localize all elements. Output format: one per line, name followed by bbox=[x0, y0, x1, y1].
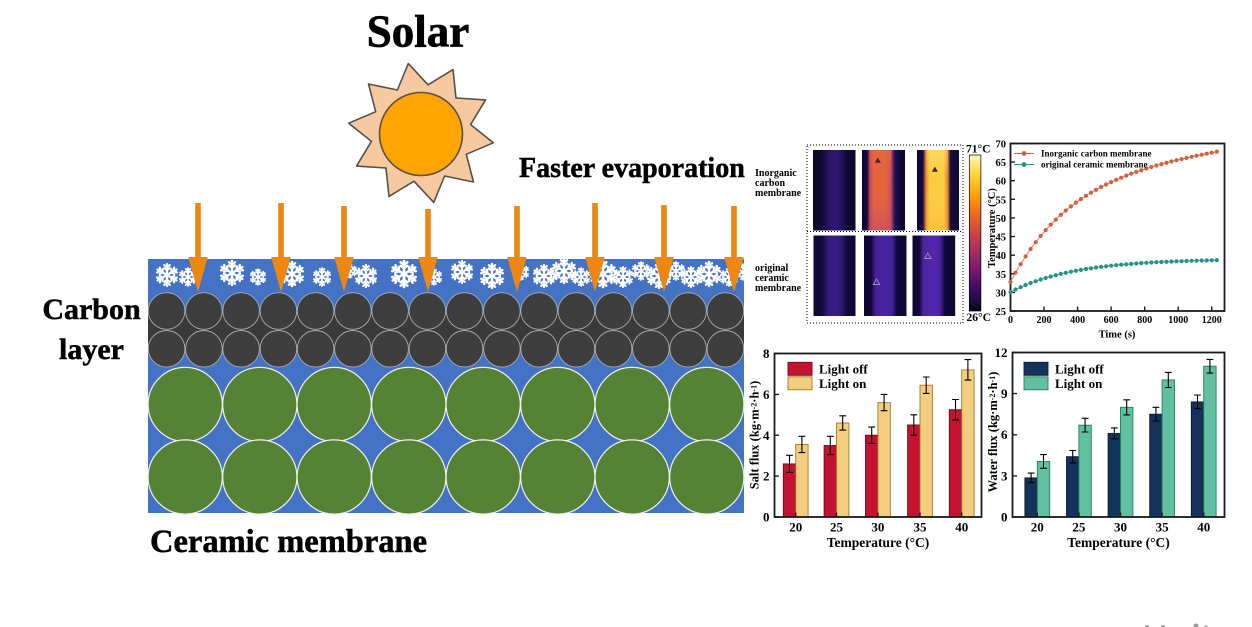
svg-text:1000: 1000 bbox=[1168, 315, 1188, 326]
svg-text:layer: layer bbox=[59, 333, 124, 366]
svg-text:Ceramic membrane: Ceramic membrane bbox=[150, 524, 427, 560]
svg-text:4: 4 bbox=[763, 428, 770, 443]
svg-text:30: 30 bbox=[996, 288, 1007, 299]
svg-text:9: 9 bbox=[1001, 386, 1008, 401]
svg-text:membrane: membrane bbox=[755, 188, 802, 199]
svg-text:2: 2 bbox=[763, 469, 770, 484]
svg-text:45: 45 bbox=[996, 233, 1007, 244]
svg-text:35: 35 bbox=[1156, 520, 1170, 535]
svg-text:3: 3 bbox=[1001, 468, 1008, 483]
svg-text:30: 30 bbox=[1114, 520, 1127, 535]
svg-text:Inorganic: Inorganic bbox=[755, 168, 797, 179]
svg-text:20: 20 bbox=[1031, 520, 1044, 535]
svg-text:50: 50 bbox=[996, 214, 1007, 225]
svg-text:ceramic: ceramic bbox=[755, 273, 789, 284]
svg-text:20: 20 bbox=[789, 520, 802, 535]
svg-text:400: 400 bbox=[1070, 315, 1085, 326]
svg-text:65: 65 bbox=[996, 158, 1007, 169]
svg-text:200: 200 bbox=[1037, 315, 1052, 326]
svg-text:6: 6 bbox=[763, 387, 770, 402]
svg-text:Temperature (°C): Temperature (°C) bbox=[827, 535, 930, 550]
svg-text:12: 12 bbox=[995, 345, 1008, 360]
svg-text:0: 0 bbox=[1001, 510, 1008, 525]
svg-text:Faster evaporation: Faster evaporation bbox=[519, 153, 745, 184]
svg-text:original ceramic membrane: original ceramic membrane bbox=[1041, 160, 1147, 170]
svg-text:55: 55 bbox=[996, 195, 1007, 206]
svg-text:70: 70 bbox=[996, 140, 1007, 151]
svg-text:membrane: membrane bbox=[755, 283, 802, 294]
svg-text:Light on: Light on bbox=[819, 376, 867, 391]
svg-text:Light off: Light off bbox=[1055, 361, 1104, 376]
svg-text:Salt flux (kg·m-2·h-1): Salt flux (kg·m-2·h-1) bbox=[748, 381, 762, 490]
svg-text:1200: 1200 bbox=[1202, 315, 1222, 326]
svg-text:35: 35 bbox=[996, 270, 1007, 281]
svg-text:Solar: Solar bbox=[367, 7, 470, 57]
svg-text:Time (s): Time (s) bbox=[1099, 330, 1136, 341]
svg-text:original: original bbox=[755, 263, 789, 274]
svg-text:Light off: Light off bbox=[819, 361, 868, 376]
svg-text:30: 30 bbox=[871, 520, 884, 535]
svg-text:carbon: carbon bbox=[755, 178, 785, 189]
svg-text:71°C: 71°C bbox=[966, 144, 990, 156]
svg-text:Light on: Light on bbox=[1055, 376, 1103, 391]
svg-text:25: 25 bbox=[830, 520, 844, 535]
svg-text:25: 25 bbox=[1072, 520, 1086, 535]
svg-text:Water flux (kg·m-2·h-1): Water flux (kg·m-2·h-1) bbox=[986, 372, 1000, 493]
svg-text:0: 0 bbox=[1008, 315, 1013, 326]
svg-text:Temperature (°C): Temperature (°C) bbox=[987, 188, 998, 268]
svg-text:60: 60 bbox=[996, 177, 1007, 188]
svg-text:40: 40 bbox=[955, 520, 968, 535]
svg-text:6: 6 bbox=[1001, 427, 1008, 442]
svg-text:0: 0 bbox=[763, 510, 770, 525]
svg-text:8: 8 bbox=[763, 346, 770, 361]
svg-text:Inorganic carbon membrane: Inorganic carbon membrane bbox=[1041, 149, 1152, 159]
svg-text:26°C: 26°C bbox=[967, 312, 991, 324]
svg-text:Carbon: Carbon bbox=[42, 293, 141, 326]
svg-text:800: 800 bbox=[1137, 315, 1152, 326]
svg-text:600: 600 bbox=[1104, 315, 1119, 326]
svg-text:25: 25 bbox=[996, 307, 1007, 318]
svg-text:40: 40 bbox=[1197, 520, 1210, 535]
svg-text:35: 35 bbox=[914, 520, 928, 535]
svg-text:40: 40 bbox=[996, 251, 1007, 262]
svg-text:Temperature (°C): Temperature (°C) bbox=[1067, 535, 1170, 550]
